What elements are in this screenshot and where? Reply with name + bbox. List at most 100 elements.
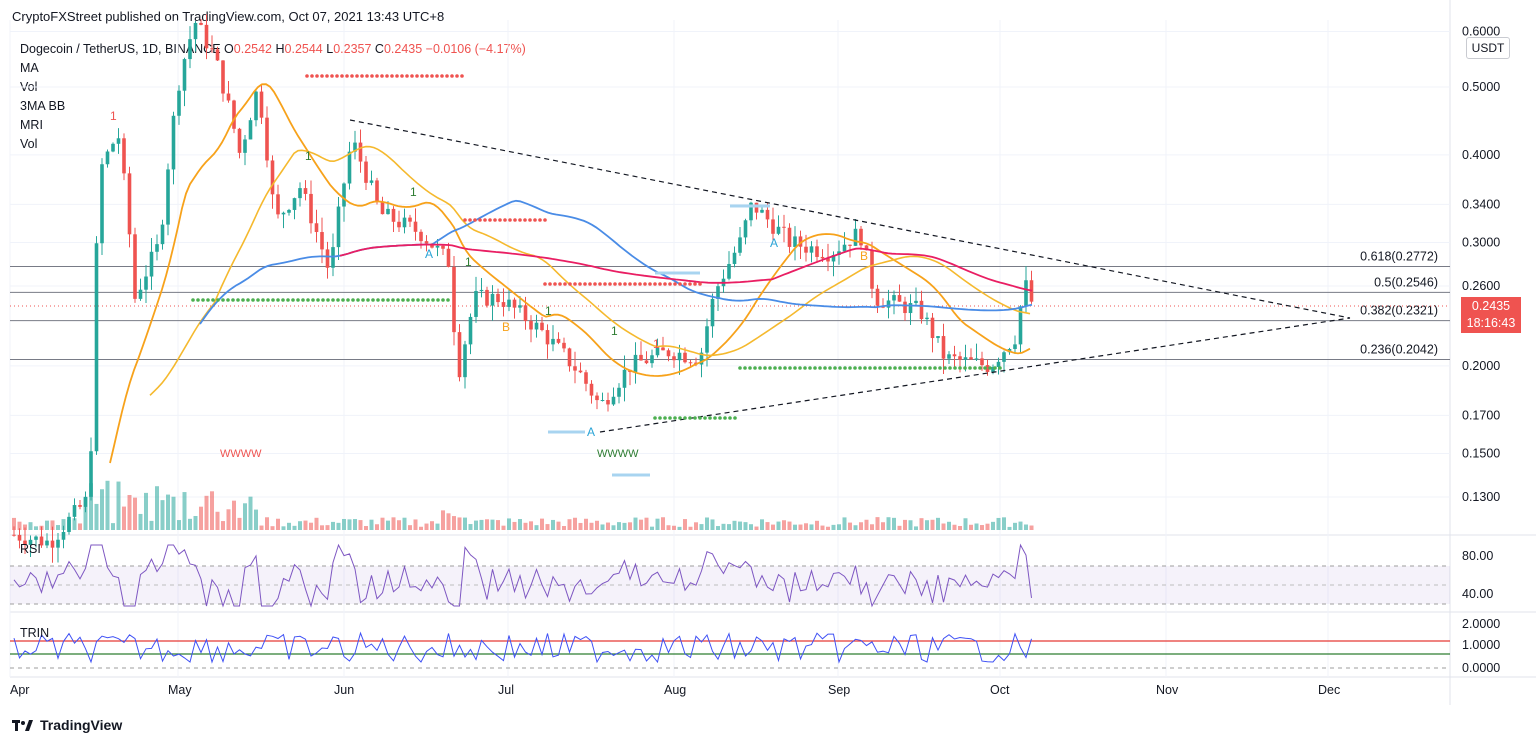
- signal-dot: [498, 218, 502, 222]
- signal-dot: [798, 366, 802, 370]
- last-price-badge: 0.2435 18:16:43: [1461, 297, 1521, 333]
- signal-dot: [436, 298, 440, 302]
- signal-dot: [310, 74, 314, 78]
- signal-dot: [321, 298, 325, 302]
- tradingview-logo[interactable]: TradingView: [12, 717, 122, 733]
- signal-dot: [311, 298, 315, 302]
- volume-bar: [512, 521, 517, 530]
- low-value: 0.2357: [333, 42, 372, 56]
- candle-body: [105, 151, 110, 165]
- rsi-label[interactable]: RSI: [20, 542, 41, 556]
- volume-bar: [243, 503, 247, 530]
- signal-dot: [828, 366, 832, 370]
- candle-body: [919, 300, 924, 320]
- trin-label[interactable]: TRIN: [20, 626, 50, 640]
- signal-dot: [608, 282, 612, 286]
- candle-body: [446, 248, 451, 267]
- signal-dot: [998, 366, 1002, 370]
- price-axis-label: 0.4000: [1462, 148, 1500, 162]
- signal-dot: [873, 366, 877, 370]
- candle-body: [45, 540, 49, 546]
- volume-bar: [908, 520, 913, 530]
- candle-body: [584, 372, 588, 384]
- signal-dot: [588, 282, 592, 286]
- volume-bar: [683, 519, 687, 530]
- candle-body: [265, 117, 269, 161]
- td-count-marker: 1: [653, 337, 660, 351]
- candle-body: [518, 305, 522, 308]
- volume-bar: [765, 522, 770, 530]
- signal-dot: [336, 298, 340, 302]
- last-price-value: 0.2435: [1471, 299, 1511, 313]
- candle-body: [738, 237, 742, 253]
- indicator-3ma-bb[interactable]: 3MA BB: [20, 99, 66, 113]
- candle-body: [441, 245, 445, 249]
- signal-dot: [301, 298, 305, 302]
- volume-bar: [815, 520, 819, 530]
- signal-dot: [693, 416, 697, 420]
- signal-dot: [718, 416, 722, 420]
- volume-bar: [567, 519, 572, 530]
- signal-dot: [613, 282, 617, 286]
- signal-dot: [478, 218, 482, 222]
- trin-line: [13, 631, 1032, 664]
- candle-body: [749, 202, 753, 221]
- symbol-title[interactable]: Dogecoin / TetherUS, 1D, BINANCE: [20, 42, 221, 56]
- signal-dot: [978, 366, 982, 370]
- candle-body: [782, 226, 786, 228]
- signal-dot: [335, 74, 339, 78]
- symbol-row[interactable]: Dogecoin / TetherUS, 1D, BINANCE O0.2542…: [20, 40, 526, 59]
- signal-dot: [838, 366, 842, 370]
- signal-dot: [191, 298, 195, 302]
- volume-bar: [705, 517, 709, 530]
- volume-bar: [331, 521, 335, 530]
- signal-dot: [923, 366, 927, 370]
- td-count-marker: 1: [110, 109, 117, 123]
- volume-bar: [336, 522, 341, 530]
- candle-body: [435, 245, 440, 248]
- signal-dot: [558, 282, 562, 286]
- candle-body: [815, 246, 819, 257]
- rsi-axis-label: 40.00: [1462, 587, 1493, 601]
- signal-dot: [440, 74, 444, 78]
- signal-dot: [316, 298, 320, 302]
- candle-body: [28, 539, 33, 545]
- volume-bar: [710, 519, 715, 530]
- candle-body: [743, 220, 748, 238]
- signal-dot: [305, 74, 309, 78]
- signal-dot: [653, 282, 657, 286]
- candle-body: [650, 355, 654, 364]
- fib-level-label: 0.236(0.2042): [1360, 343, 1438, 357]
- volume-bar: [430, 521, 434, 530]
- volume-bar: [952, 524, 957, 530]
- indicator-vol-2[interactable]: Vol: [20, 137, 38, 151]
- volume-bar: [105, 480, 110, 530]
- chart-legend: Dogecoin / TetherUS, 1D, BINANCE O0.2542…: [20, 40, 526, 154]
- candle-body: [369, 180, 374, 183]
- volume-bar: [694, 522, 698, 530]
- volume-bar: [606, 522, 610, 530]
- candle-body: [925, 317, 929, 320]
- volume-bar: [199, 506, 203, 530]
- candle-body: [287, 209, 291, 213]
- volume-bar: [661, 517, 665, 530]
- currency-button[interactable]: USDT: [1466, 37, 1510, 59]
- signal-dot: [350, 74, 354, 78]
- candle-body: [732, 252, 737, 264]
- volume-bar: [996, 517, 1001, 530]
- signal-dot: [325, 74, 329, 78]
- signal-dot: [883, 366, 887, 370]
- volume-bar: [386, 520, 390, 530]
- signal-dot: [853, 366, 857, 370]
- signal-dot: [918, 366, 922, 370]
- indicator-mri[interactable]: MRI: [20, 118, 43, 132]
- signal-dot: [340, 74, 344, 78]
- indicator-ma[interactable]: MA: [20, 61, 39, 75]
- candle-body: [534, 322, 539, 330]
- signal-dot: [441, 298, 445, 302]
- signal-dot: [668, 416, 672, 420]
- volume-bar: [89, 483, 93, 530]
- candle-body: [1013, 344, 1017, 349]
- signal-dot: [568, 282, 572, 286]
